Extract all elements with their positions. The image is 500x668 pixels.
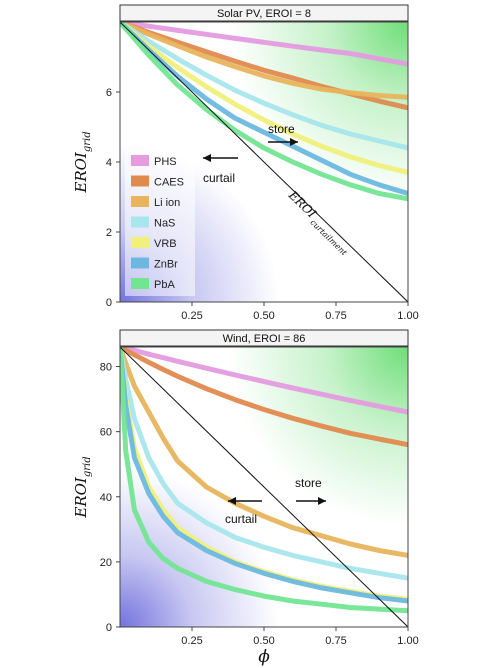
legend-label-pba: PbA [154,279,175,291]
legend-swatch-caes [131,175,149,187]
store-annotation: store [295,476,322,490]
x-tick-label: 0.50 [253,310,274,322]
x-tick-label: 1.00 [397,635,418,647]
series-line-phs [120,347,408,415]
legend-swatch-nas [131,216,149,228]
legend-swatch-li-ion [131,196,149,207]
series-group [120,347,408,627]
legend-swatch-pba [131,278,149,289]
series-group [120,22,408,302]
legend-label-nas: NaS [154,218,175,230]
series-line-nas [120,22,408,151]
chart-title: Solar PV, EROI = 8 [217,8,311,20]
series-line-li-ion [120,22,408,100]
legend-label-vrb: VRB [154,238,177,250]
x-tick-label: 0.25 [181,310,202,322]
store-arrow-head [318,497,326,505]
series-line-vrb [120,22,408,175]
y-axis-label: EROIgrid [72,131,93,193]
y-tick-label: 20 [100,557,112,569]
title-box [119,4,409,22]
store-annotation: store [268,122,295,136]
y-tick-label: 80 [100,362,112,374]
legend-label-phs: PHS [154,156,177,168]
x-axis-label: ϕ [258,647,270,667]
y-tick-label: 60 [100,427,112,439]
chart-title: Wind, EROI = 86 [223,333,306,345]
series-line-znbr [120,347,408,604]
curtail-arrow-head [203,154,211,162]
curtail-annotation: curtail [203,171,235,185]
series-line-caes [120,22,408,111]
series-line-znbr [120,22,408,196]
series-line-caes [120,347,408,448]
curtailment-line [120,347,408,627]
y-tick-label: 2 [106,227,112,239]
curtailment-line [120,22,408,302]
title-box [119,329,409,347]
y-tick-label: 0 [106,622,112,634]
legend: PHS CAES Li ion NaS VRB ZnBr PbA [125,150,195,296]
series-line-phs [120,22,408,67]
x-tick-label: 0.75 [325,635,346,647]
legend-swatch-znbr [131,257,149,269]
chart-panel-2: Wind, EROI = 86 0.25 0.50 0.75 1.00 0 20 40 60 80… [72,329,419,647]
series-line-pba [120,347,408,614]
chart-panel-1: Solar PV, EROI = 8 0.25 0.50 0.75 1.00 0 2 4 6 ER… [72,4,419,322]
x-tick-label: 0.25 [181,635,202,647]
x-tick-label: 0.75 [325,310,346,322]
store-arrow-head [290,138,298,146]
y-tick-label: 4 [106,157,112,169]
y-tick-label: 40 [100,492,112,504]
x-tick-label: 1.00 [397,310,418,322]
curtail-arrow-head [228,497,236,505]
y-axis-label: EROIgrid [72,456,93,518]
legend-label-znbr: ZnBr [154,259,178,271]
x-tick-label: 0.50 [253,635,274,647]
legend-swatch-vrb [131,237,149,248]
legend-label-li-ion: Li ion [154,197,180,209]
series-line-nas [120,347,408,581]
legend-label-caes: CAES [154,177,184,189]
legend-swatch-phs [131,155,149,166]
series-line-li-ion [120,347,408,558]
series-line-pba [120,22,408,202]
y-tick-label: 6 [106,87,112,99]
y-tick-label: 0 [106,297,112,309]
curtail-annotation: curtail [225,512,257,526]
